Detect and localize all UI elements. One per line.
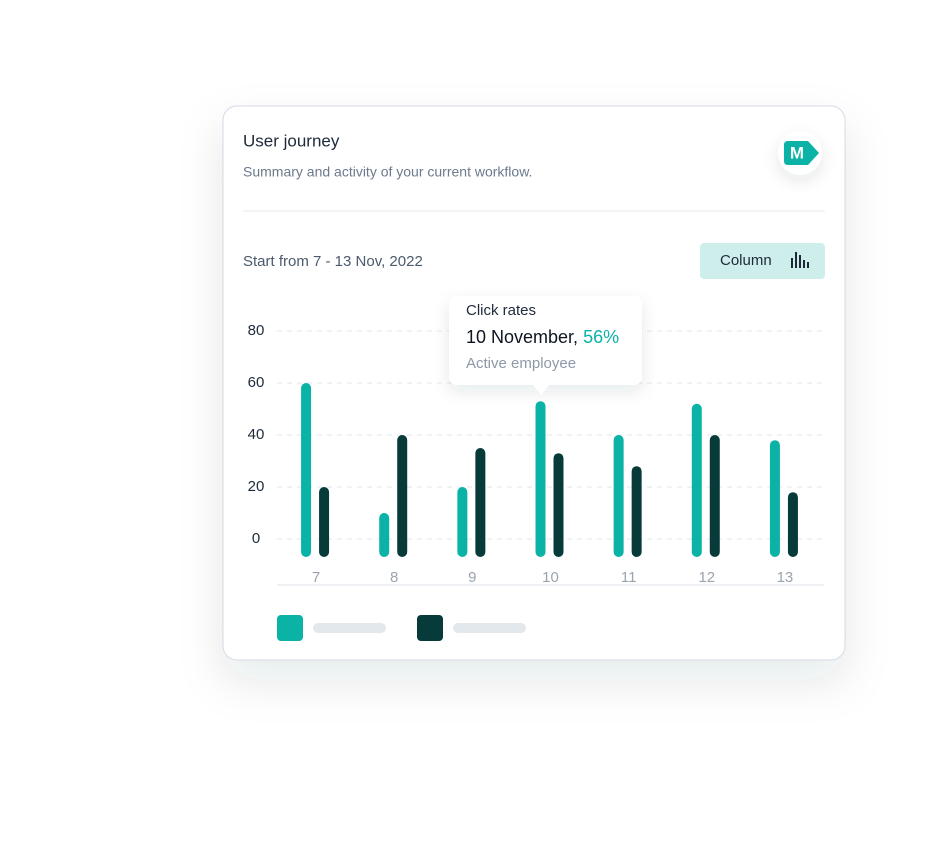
avatar-tag (784, 141, 819, 165)
legend-placeholder (453, 623, 526, 633)
tooltip-date: 10 November, (466, 327, 578, 347)
x-tick-label: 13 (777, 569, 794, 586)
tooltip: Click rates 10 November, 56% Active emplo… (449, 296, 642, 395)
y-tick-label: 20 (248, 478, 265, 495)
y-tick-label: 60 (248, 374, 265, 391)
x-tick-label: 12 (698, 569, 715, 586)
x-tick-label: 9 (468, 569, 476, 586)
x-tick-label: 8 (390, 569, 398, 586)
x-tick-label: 10 (542, 569, 559, 586)
x-tick-label: 11 (621, 569, 637, 586)
button-label: Column (720, 252, 772, 269)
x-tick-label: 7 (312, 569, 320, 586)
column-button[interactable] (700, 243, 825, 279)
column-icon (791, 252, 809, 268)
tooltip-line: 10 November, 56% (466, 327, 619, 347)
tooltip-box (449, 296, 642, 385)
legend-swatch (417, 615, 443, 641)
legend-placeholder (313, 623, 386, 633)
tooltip-subtitle: Active employee (466, 355, 576, 372)
y-tick-label: 80 (248, 322, 265, 339)
avatar-letter: M (790, 143, 804, 162)
card-subtitle: Summary and activity of your current wor… (243, 164, 532, 180)
y-tick-label: 0 (252, 530, 260, 547)
tooltip-pointer (533, 385, 549, 395)
card-title: User journey (243, 131, 340, 150)
tooltip-title: Click rates (466, 302, 536, 319)
date-range: Start from 7 - 13 Nov, 2022 (243, 253, 423, 270)
tooltip-value: 56% (583, 327, 619, 347)
y-tick-label: 40 (248, 426, 265, 443)
legend-swatch (277, 615, 303, 641)
